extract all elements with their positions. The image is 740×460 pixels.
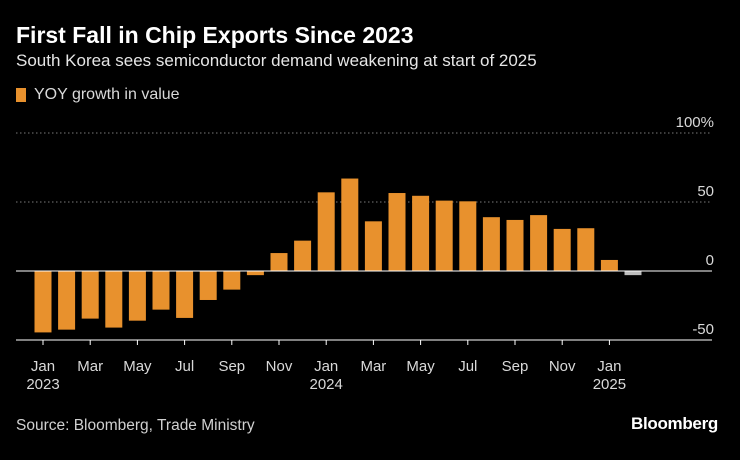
x-tick-label-11: Nov bbox=[549, 358, 576, 375]
x-tick-label-2: May bbox=[123, 358, 152, 375]
x-tick-label-9: Jul bbox=[458, 358, 477, 375]
bar-3 bbox=[105, 271, 123, 328]
y-tick-label-0: 100% bbox=[676, 114, 714, 131]
bar-5 bbox=[152, 271, 170, 310]
source-note: Source: Bloomberg, Trade Ministry bbox=[16, 417, 255, 434]
x-tick-label-4: Sep bbox=[218, 358, 245, 375]
bar-8 bbox=[223, 271, 241, 290]
bar-22 bbox=[553, 228, 571, 271]
bloomberg-logo: Bloomberg bbox=[630, 414, 718, 433]
bar-19 bbox=[482, 217, 500, 271]
bar-21 bbox=[530, 215, 548, 271]
chart-subtitle: South Korea sees semiconductor demand we… bbox=[16, 51, 537, 70]
bar-11 bbox=[294, 240, 312, 271]
axis-layer bbox=[16, 270, 712, 341]
bar-23 bbox=[577, 228, 595, 271]
bar-16 bbox=[412, 195, 430, 271]
y-tick-label-2: 0 bbox=[706, 252, 714, 269]
x-tick-label-3: Jul bbox=[175, 358, 194, 375]
legend-label: YOY growth in value bbox=[34, 86, 180, 103]
bar-10 bbox=[270, 253, 288, 271]
bar-9 bbox=[246, 271, 264, 276]
bar-15 bbox=[388, 193, 406, 271]
bar-layer bbox=[34, 178, 642, 333]
x-tick-year-0: 2023 bbox=[26, 376, 59, 393]
bar-14 bbox=[364, 221, 382, 271]
legend-swatch bbox=[16, 88, 26, 102]
bar-2 bbox=[81, 271, 99, 319]
y-tick-label-3: -50 bbox=[692, 321, 714, 338]
x-tick-label-6: Jan bbox=[314, 358, 338, 375]
bar-6 bbox=[176, 271, 194, 318]
x-tick-label-7: Mar bbox=[360, 358, 386, 375]
bar-1 bbox=[58, 271, 76, 330]
y-tick-label-1: 50 bbox=[697, 183, 714, 200]
bar-17 bbox=[435, 200, 453, 271]
chart-legend: YOY growth in value bbox=[16, 86, 180, 104]
bar-13 bbox=[341, 178, 359, 271]
x-tick-label-8: May bbox=[406, 358, 435, 375]
bar-4 bbox=[128, 271, 146, 321]
x-tick-label-5: Nov bbox=[266, 358, 293, 375]
bar-25 bbox=[624, 271, 642, 276]
x-tick-label-12: Jan bbox=[597, 358, 621, 375]
bar-24 bbox=[600, 259, 618, 271]
chart-title: First Fall in Chip Exports Since 2023 bbox=[16, 22, 414, 48]
y-tick-layer: 100% 50 0 -50 bbox=[676, 114, 714, 338]
bar-0 bbox=[34, 271, 52, 333]
x-tick-year-12: 2025 bbox=[593, 376, 626, 393]
x-tick-label-0: Jan bbox=[31, 358, 55, 375]
bar-7 bbox=[199, 271, 217, 300]
bar-20 bbox=[506, 219, 524, 271]
x-tick-label-10: Sep bbox=[502, 358, 529, 375]
x-tick-label-1: Mar bbox=[77, 358, 103, 375]
bar-12 bbox=[317, 192, 335, 271]
x-tick-year-6: 2024 bbox=[310, 376, 343, 393]
bar-18 bbox=[459, 201, 477, 271]
